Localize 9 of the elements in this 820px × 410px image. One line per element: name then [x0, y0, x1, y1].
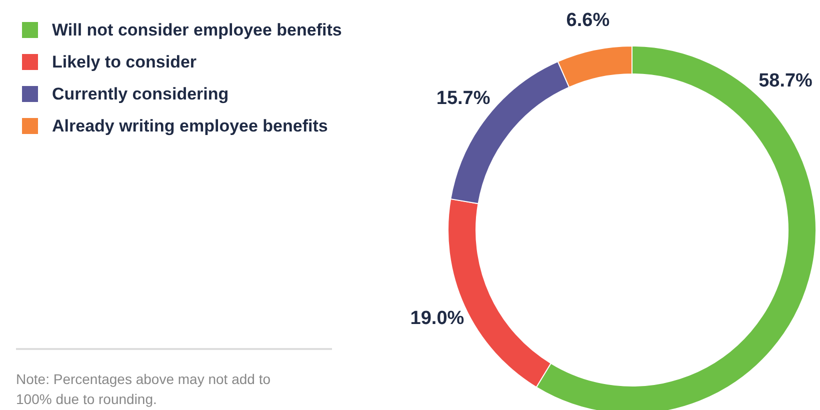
data-label: 6.6%	[566, 10, 610, 32]
text: Note: Percentages above may not add to 100% due to rounding.	[16, 371, 271, 407]
data-label: 15.7%	[436, 88, 490, 109]
legend-label: Will not consider employee benefits	[52, 20, 342, 40]
legend-label: Likely to consider	[52, 52, 197, 72]
data-label: 19.0%	[410, 308, 464, 330]
legend-label: Already writing employee benefits	[52, 116, 328, 136]
data-label: 58.7%	[758, 70, 813, 92]
legend-label: Currently considering	[52, 84, 229, 104]
